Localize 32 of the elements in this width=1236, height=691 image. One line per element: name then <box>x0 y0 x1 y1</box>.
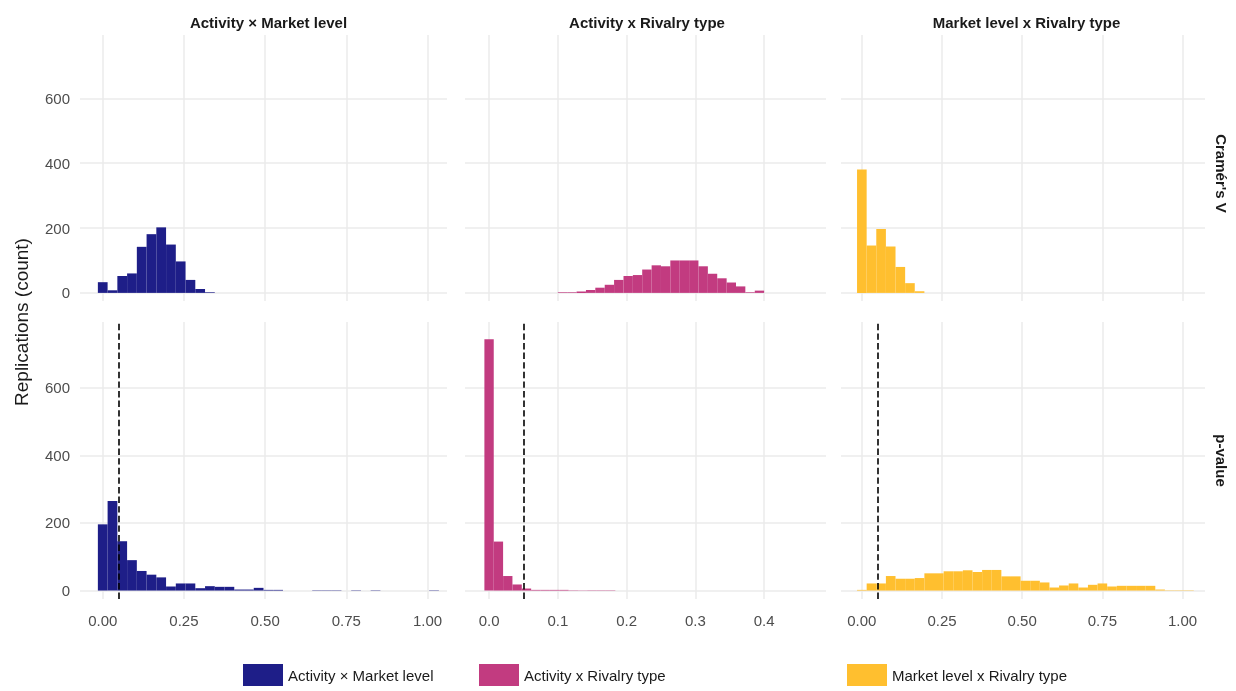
legend-label: Activity × Market level <box>288 666 434 684</box>
x-tick-label: 0.00 <box>847 612 877 629</box>
x-tick-label: 0.0 <box>478 612 500 629</box>
chart-title: Activity x Rivalry type <box>569 14 725 31</box>
x-tick-label: 0.25 <box>169 612 199 629</box>
chart-title: Market level x Rivalry type <box>932 14 1121 31</box>
x-tick-label: 0.50 <box>1007 612 1037 629</box>
y-tick-label: 400 <box>44 446 70 464</box>
y-tick-label: 400 <box>44 154 70 172</box>
x-tick-label: 1.00 <box>412 612 443 629</box>
y-tick-label: 600 <box>44 379 70 397</box>
x-tick-label: 0.00 <box>88 612 118 629</box>
legend-label: Market level x Rivalry type <box>892 666 1068 684</box>
chart-title: Activity × Market level <box>189 14 348 31</box>
y-tick-label: 200 <box>44 219 70 237</box>
y2-axis-title: p-value <box>1212 434 1230 487</box>
x-tick-label: 0.25 <box>927 612 957 629</box>
y-tick-label: 200 <box>44 514 70 532</box>
x-tick-label: 0.75 <box>1087 612 1117 629</box>
x-tick-label: 0.4 <box>753 612 775 629</box>
y-tick-label: 600 <box>44 89 70 107</box>
y-tick-label: 0 <box>61 284 70 302</box>
x-tick-label: 0.50 <box>250 612 280 629</box>
legend-label: Activity x Rivalry type <box>524 666 666 684</box>
x-tick-label: 0.2 <box>616 612 638 629</box>
x-tick-label: 1.00 <box>1167 612 1198 629</box>
y-axis-title: Replications (count) <box>11 238 33 406</box>
x-tick-label: 0.1 <box>547 612 569 629</box>
y-tick-label: 0 <box>61 582 70 600</box>
y2-axis-title: Cramér's V <box>1212 134 1230 213</box>
x-tick-label: 0.75 <box>331 612 361 629</box>
x-tick-label: 0.3 <box>684 612 706 629</box>
